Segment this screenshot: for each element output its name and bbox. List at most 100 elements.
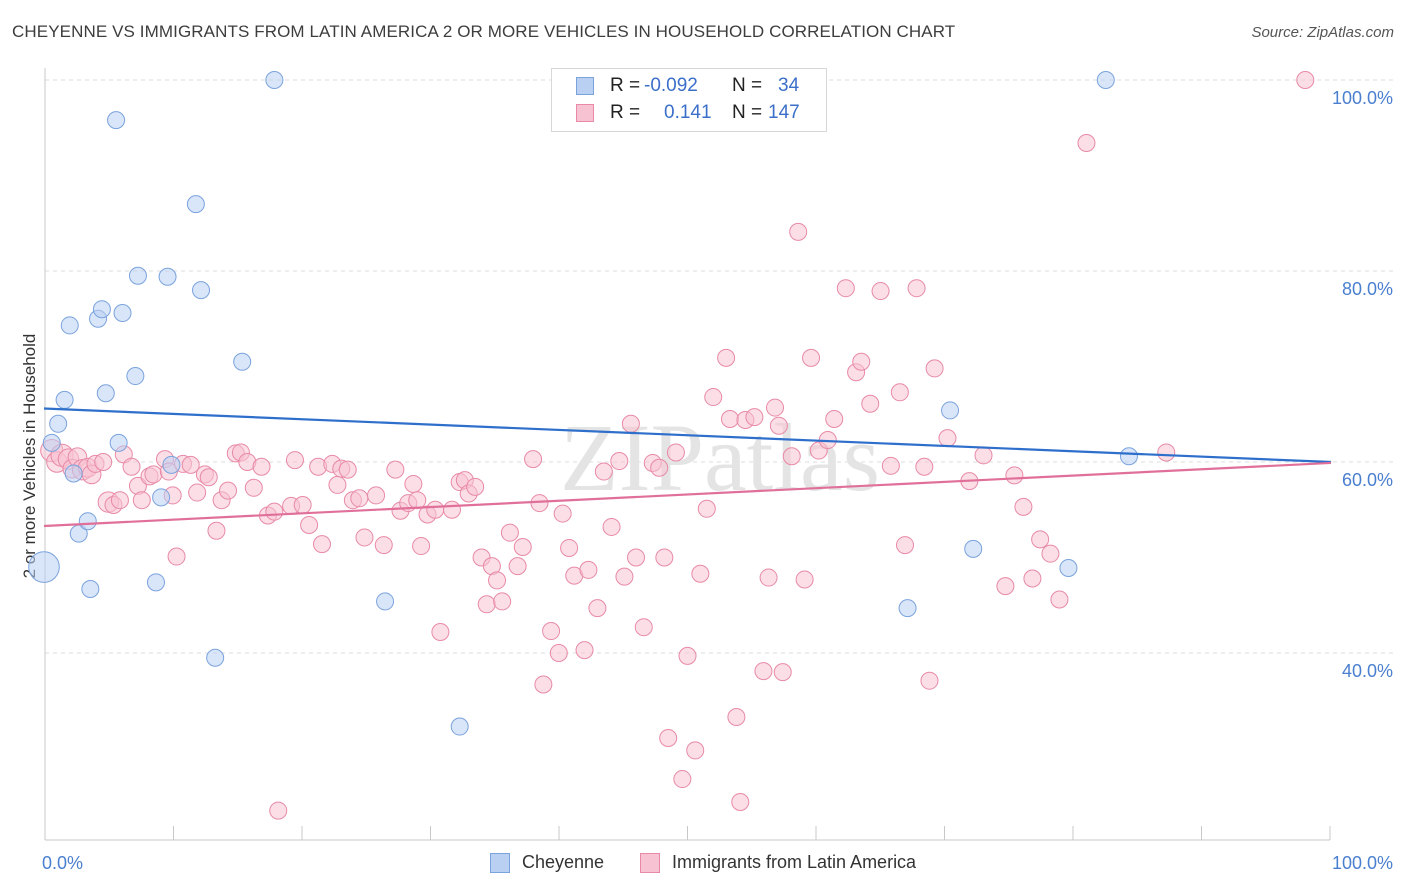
latin-america-point <box>553 504 572 523</box>
tick-labels: 40.0% 60.0% 80.0% 100.0% 0.0% 100.0% <box>42 88 1393 873</box>
latin-america-point <box>861 394 880 413</box>
cheyenne-point <box>49 414 68 433</box>
cheyenne-legend-label: Cheyenne <box>522 852 605 872</box>
latin-america-point <box>442 500 461 519</box>
latin-america-point <box>300 516 319 535</box>
latin-america-point <box>367 486 386 505</box>
latin-america-point <box>890 383 909 402</box>
latin-america-point <box>265 502 284 521</box>
latin-america-point <box>852 352 871 371</box>
r-value: -0.092 <box>644 75 698 96</box>
latin-america-point <box>508 557 527 576</box>
latin-legend-swatch <box>640 853 660 873</box>
latin-america-point <box>802 348 821 367</box>
latin-america-point <box>374 536 393 555</box>
cheyenne-point <box>146 573 165 592</box>
latin-america-point <box>920 671 939 690</box>
latin-america-point <box>759 568 778 587</box>
latin-america-point <box>697 499 716 518</box>
cheyenne-point <box>450 717 469 736</box>
cheyenne-point <box>376 592 395 611</box>
latin-america-trend-line <box>43 461 1332 528</box>
latin-america-point <box>122 457 141 476</box>
cheyenne-point <box>186 195 205 214</box>
latin-america-point <box>575 641 594 660</box>
latin-america-point <box>132 491 151 510</box>
cheyenne-point <box>162 455 181 474</box>
latin-swatch <box>576 104 594 122</box>
cheyenne-point <box>898 599 917 618</box>
latin-america-point <box>825 410 844 429</box>
latin-america-point <box>915 457 934 476</box>
latin-america-point <box>488 571 507 590</box>
latin-america-point <box>754 662 773 681</box>
latin-america-point <box>466 477 485 496</box>
latin-america-point <box>836 279 855 298</box>
latin-america-point <box>602 517 621 536</box>
cheyenne-point <box>233 352 252 371</box>
latin-america-point <box>1031 530 1050 549</box>
latin-america-point <box>181 455 200 474</box>
latin-america-point <box>500 523 519 542</box>
latin-america-point <box>769 416 788 435</box>
latin-america-point <box>167 547 186 566</box>
latin-america-point <box>312 535 331 554</box>
latin-america-point <box>269 801 288 820</box>
latin-america-point <box>1014 497 1033 516</box>
latin-america-point <box>727 707 746 726</box>
latin-america-point <box>1041 544 1060 563</box>
latin-america-point <box>678 646 697 665</box>
cheyenne-point <box>192 281 211 300</box>
n-value: 147 <box>768 102 800 123</box>
latin-america-point <box>907 279 926 298</box>
latin-america-point <box>207 521 226 540</box>
r-value: 0.141 <box>664 102 712 123</box>
cheyenne-point <box>113 304 132 323</box>
stats-legend: R = -0.092 N = 34 R = 0.141 N = 147 <box>551 68 827 132</box>
latin-america-point <box>627 548 646 567</box>
latin-america-point <box>691 564 710 583</box>
latin-america-point <box>881 456 900 475</box>
x-tick-label: 0.0% <box>42 853 83 873</box>
cheyenne-trend-line <box>43 407 1332 464</box>
cheyenne-point <box>1059 559 1078 578</box>
n-label: N = <box>732 75 763 96</box>
latin-america-point <box>1077 134 1096 153</box>
latin-america-point <box>782 447 801 466</box>
latin-america-point <box>766 398 785 417</box>
cheyenne-point <box>64 464 83 483</box>
latin-america-point <box>477 595 496 614</box>
latin-america-point <box>431 622 450 641</box>
cheyenne-point <box>55 390 74 409</box>
cheyenne-point <box>128 266 147 285</box>
cheyenne-point <box>152 488 171 507</box>
latin-america-point <box>634 618 653 637</box>
cheyenne-point <box>92 300 111 319</box>
latin-america-point <box>745 408 764 427</box>
latin-america-points <box>40 71 1315 820</box>
latin-america-point <box>1157 443 1176 462</box>
latin-america-point <box>412 537 431 556</box>
y-tick-label: 60.0% <box>1342 470 1393 490</box>
latin-america-point <box>328 475 347 494</box>
latin-america-point <box>588 599 607 618</box>
latin-america-point <box>188 483 207 502</box>
latin-america-point <box>773 663 792 682</box>
latin-america-point <box>974 446 993 465</box>
y-tick-label: 80.0% <box>1342 279 1393 299</box>
latin-america-point <box>219 481 238 500</box>
latin-america-point <box>408 491 427 510</box>
cheyenne-point <box>107 111 126 130</box>
latin-america-point <box>621 414 640 433</box>
latin-america-point <box>144 465 163 484</box>
cheyenne-point <box>109 433 128 452</box>
cheyenne-swatch <box>576 77 594 95</box>
latin-america-point <box>673 770 692 789</box>
y-tick-label: 100.0% <box>1332 88 1393 108</box>
latin-america-point <box>338 460 357 479</box>
latin-america-point <box>252 457 271 476</box>
cheyenne-point <box>81 580 100 599</box>
latin-america-point <box>534 675 553 694</box>
latin-america-point <box>1050 590 1069 609</box>
latin-america-point <box>925 359 944 378</box>
